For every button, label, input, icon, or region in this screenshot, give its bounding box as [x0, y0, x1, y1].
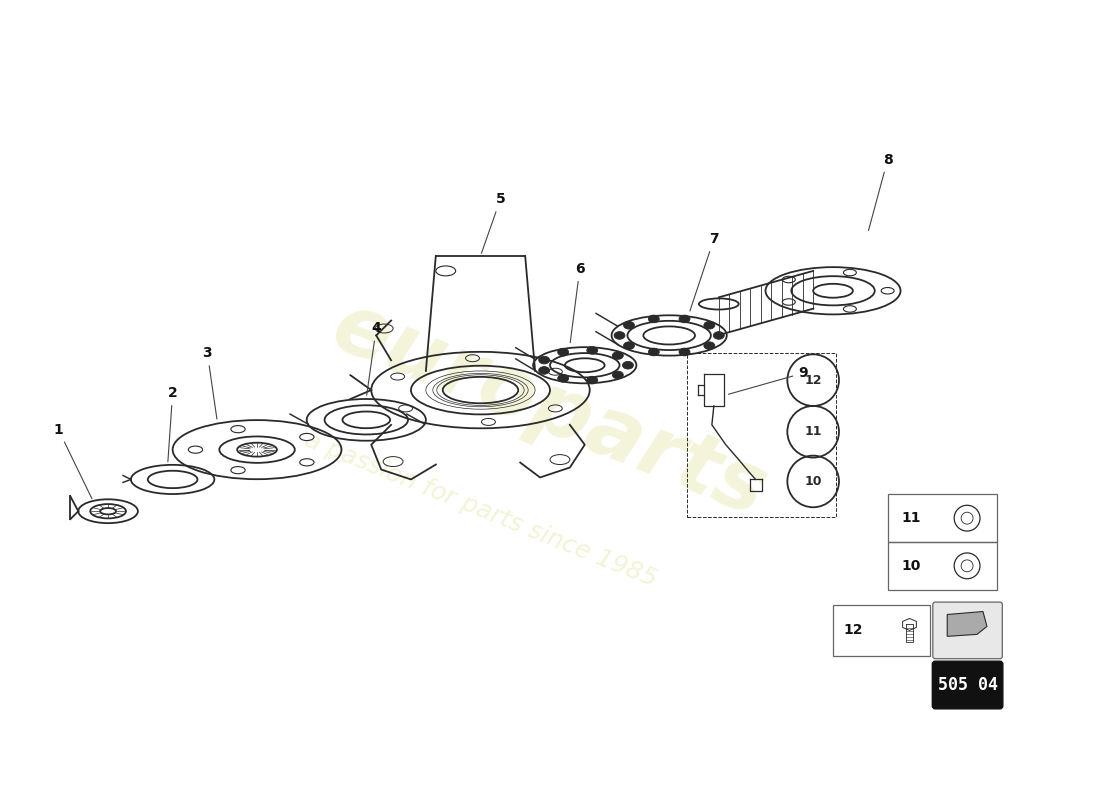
- Ellipse shape: [614, 332, 625, 339]
- Ellipse shape: [624, 342, 635, 350]
- Text: 7: 7: [690, 232, 718, 311]
- Ellipse shape: [648, 315, 659, 322]
- Ellipse shape: [704, 342, 715, 350]
- Ellipse shape: [714, 332, 724, 339]
- Text: europarts: europarts: [321, 286, 779, 534]
- Text: 12: 12: [843, 623, 862, 638]
- Ellipse shape: [613, 352, 624, 359]
- Text: 11: 11: [804, 426, 822, 438]
- Ellipse shape: [539, 366, 550, 374]
- Ellipse shape: [558, 348, 569, 356]
- Text: a passion for parts since 1985: a passion for parts since 1985: [301, 427, 660, 591]
- Ellipse shape: [539, 356, 550, 364]
- Text: 8: 8: [869, 153, 892, 230]
- Text: 3: 3: [202, 346, 217, 419]
- Text: 505 04: 505 04: [937, 676, 998, 694]
- Text: 1: 1: [54, 422, 92, 498]
- FancyBboxPatch shape: [933, 602, 1002, 658]
- Text: 10: 10: [804, 475, 822, 488]
- Text: 2: 2: [168, 386, 177, 462]
- Ellipse shape: [623, 362, 634, 369]
- Text: 9: 9: [728, 366, 807, 394]
- Bar: [888, 542, 997, 590]
- Text: 4: 4: [366, 322, 381, 395]
- Bar: [688, 354, 836, 517]
- FancyBboxPatch shape: [933, 661, 1003, 709]
- Text: 12: 12: [804, 374, 822, 386]
- Ellipse shape: [586, 346, 597, 354]
- Ellipse shape: [558, 374, 569, 382]
- Ellipse shape: [704, 322, 715, 329]
- Text: 5: 5: [482, 192, 505, 254]
- Ellipse shape: [648, 348, 659, 356]
- Bar: [833, 605, 931, 656]
- Ellipse shape: [624, 322, 635, 329]
- Bar: [888, 494, 997, 542]
- Polygon shape: [947, 611, 987, 636]
- Ellipse shape: [679, 315, 690, 322]
- Text: 10: 10: [902, 559, 921, 573]
- Text: 11: 11: [902, 511, 921, 525]
- Text: 6: 6: [570, 262, 584, 342]
- Ellipse shape: [679, 348, 690, 356]
- Ellipse shape: [586, 376, 597, 384]
- Ellipse shape: [613, 371, 624, 378]
